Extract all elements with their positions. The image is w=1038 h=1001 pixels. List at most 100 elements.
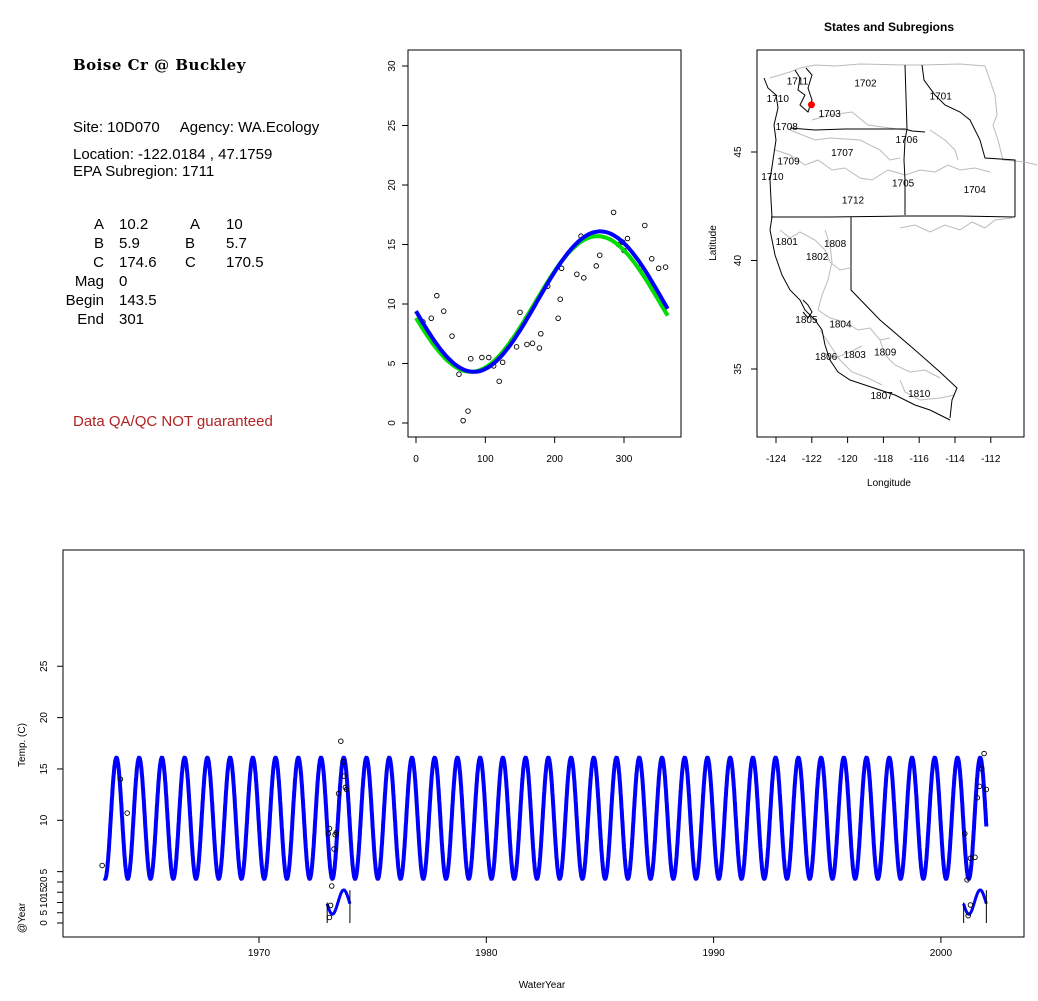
data-point xyxy=(662,264,669,270)
data-point xyxy=(342,784,349,791)
x-tick-label: -120 xyxy=(838,454,858,465)
data-point xyxy=(117,776,124,782)
data-point xyxy=(343,786,350,793)
subregion-label: 1804 xyxy=(829,319,852,330)
data-point xyxy=(536,345,543,351)
y-tick-label: 10 xyxy=(39,814,50,826)
data-point xyxy=(456,371,462,377)
inset-fit-curve xyxy=(325,888,352,916)
site-name: Boise Cr @ Buckley xyxy=(73,56,246,74)
y-tick-label: 15 xyxy=(39,763,50,775)
data-point xyxy=(340,759,346,765)
location-line: Location: -122.0184 , 47.1759 xyxy=(73,146,273,163)
subregion-label: 1704 xyxy=(964,185,987,196)
data-point xyxy=(517,309,523,316)
param-label: End xyxy=(77,311,104,328)
y-tick-label: 5 xyxy=(39,868,50,874)
data-point xyxy=(964,877,970,883)
y-axis-label: Temp. (C) xyxy=(17,723,28,767)
inset-data-point xyxy=(967,902,974,908)
data-point xyxy=(642,222,648,229)
subregion-boundary xyxy=(819,329,883,386)
subregion-label: 1707 xyxy=(831,148,854,159)
data-point xyxy=(460,417,466,424)
subregion-label: 1706 xyxy=(896,135,919,146)
y-tick-label: 20 xyxy=(387,179,398,191)
y-tick-label: 15 xyxy=(387,239,398,251)
site-agency-line: Site: 10D070 Agency: WA.Ecology xyxy=(73,119,320,136)
inset-data-point xyxy=(326,914,333,921)
data-point xyxy=(333,829,340,836)
subregion-boundary xyxy=(899,217,1013,233)
inset-y-axis-label: @Year xyxy=(17,902,28,933)
qa-note: Data QA/QC NOT guaranteed xyxy=(73,413,273,430)
data-point xyxy=(479,354,485,361)
fit-curve-green xyxy=(414,234,670,374)
data-point xyxy=(976,783,983,790)
data-point xyxy=(124,810,130,816)
fit-curve xyxy=(102,755,989,881)
x-tick-label: -116 xyxy=(910,454,930,465)
subregion-boundary xyxy=(817,309,891,341)
fit-curve-blue xyxy=(414,229,670,374)
subregion-boundary xyxy=(899,379,956,401)
subregion-label: 1809 xyxy=(874,348,897,359)
y-tick-label: 40 xyxy=(733,255,744,267)
subregion-label: 1703 xyxy=(819,109,842,120)
x-tick-label: 100 xyxy=(477,454,494,465)
y-tick-label: 25 xyxy=(387,120,398,132)
subregion-label: 1710 xyxy=(767,94,790,105)
state-and-subregion-boundaries xyxy=(763,63,1038,421)
data-point xyxy=(508,338,515,344)
param-label: C xyxy=(93,254,104,271)
data-point xyxy=(648,256,655,262)
data-point xyxy=(341,773,347,779)
x-tick-label: 1970 xyxy=(248,948,271,959)
subregion-label: 1712 xyxy=(842,196,865,207)
subregion-boundary xyxy=(811,111,906,131)
inset-y-tick-label: 15 xyxy=(39,886,50,898)
data-point xyxy=(655,265,662,272)
subregion-boundary xyxy=(929,129,959,161)
data-point xyxy=(557,296,563,302)
data-point xyxy=(338,738,344,744)
subregion-label: 1708 xyxy=(776,122,799,133)
data-point xyxy=(638,264,645,270)
subregion-label: 1702 xyxy=(854,79,877,90)
inset-data-point xyxy=(327,902,334,909)
data-point xyxy=(981,750,987,757)
data-point xyxy=(972,854,978,861)
data-point xyxy=(974,794,981,801)
data-point xyxy=(555,315,561,322)
inset-data-point xyxy=(965,912,971,919)
y-tick-label: 20 xyxy=(39,712,50,724)
subregion-label: 1802 xyxy=(806,252,829,263)
subregion-label: 1701 xyxy=(930,92,953,103)
data-point xyxy=(596,252,603,258)
data-point xyxy=(335,790,342,797)
x-tick-label: 1980 xyxy=(475,948,498,959)
param-label: A xyxy=(93,216,104,233)
data-point xyxy=(325,830,332,837)
y-tick-label: 10 xyxy=(387,298,398,310)
data-point xyxy=(513,344,520,350)
y-tick-label: 35 xyxy=(733,363,744,375)
map-title: States and Subregions xyxy=(824,20,954,34)
subregion-label: 1801 xyxy=(776,237,799,248)
param-label: B xyxy=(93,235,104,252)
data-point xyxy=(538,331,544,337)
data-point xyxy=(331,846,337,852)
subregion-label: 1805 xyxy=(795,315,818,326)
data-point xyxy=(619,239,626,245)
state-boundary xyxy=(789,127,926,133)
subregion-label: 1810 xyxy=(908,389,931,400)
subregion-label: 1709 xyxy=(777,157,800,168)
subregion-label: 1807 xyxy=(870,391,893,402)
subregion-label: 1808 xyxy=(824,239,847,250)
inset-fit-curve xyxy=(962,888,988,916)
x-tick-label: -124 xyxy=(766,454,786,465)
subregion-boundary xyxy=(821,345,863,359)
data-point xyxy=(332,831,338,838)
subregion-boundary xyxy=(817,229,833,311)
subregion-boundary xyxy=(789,129,901,161)
